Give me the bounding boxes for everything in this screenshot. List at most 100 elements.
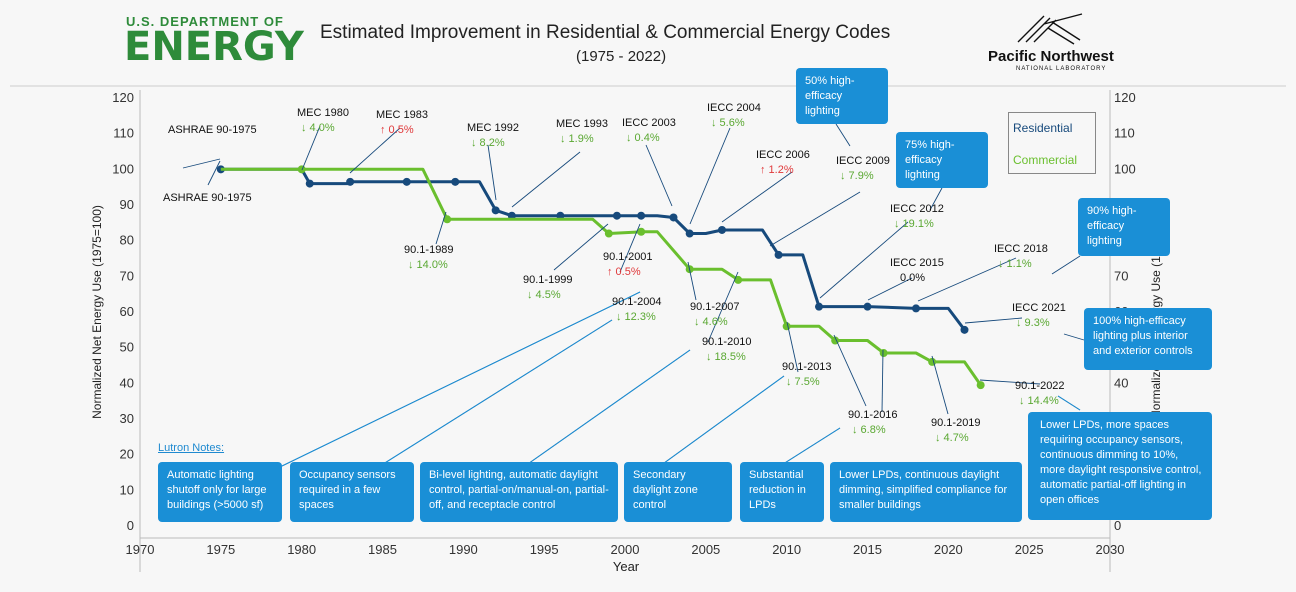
x-tick-label: 2025 bbox=[1015, 542, 1044, 557]
annotation-label: IECC 2003 bbox=[622, 117, 676, 129]
leader-line bbox=[964, 317, 1023, 324]
data-point-residential bbox=[815, 302, 823, 311]
data-point-residential bbox=[774, 250, 783, 259]
annotation-label: IECC 2018 bbox=[994, 243, 1048, 255]
annotation-label: IECC 2015 bbox=[890, 257, 944, 269]
y-tick-label: 30 bbox=[120, 411, 134, 426]
note-occupancy: Occupancy sensors required in a few spac… bbox=[290, 462, 414, 522]
annotation-pct: ↑ 0.5% bbox=[380, 124, 414, 136]
x-tick-label: 2030 bbox=[1096, 542, 1125, 557]
leader-line bbox=[881, 349, 884, 413]
annotation-label: MEC 1993 bbox=[556, 118, 608, 130]
data-point-residential bbox=[556, 211, 565, 220]
annotation-label: MEC 1980 bbox=[297, 107, 349, 119]
leader-line bbox=[867, 277, 913, 301]
x-tick-label: 1975 bbox=[206, 542, 235, 557]
note-arrow bbox=[281, 291, 641, 467]
annotation-label: 90.1-2016 bbox=[848, 409, 898, 421]
leader-line bbox=[435, 211, 447, 245]
data-point-residential bbox=[305, 179, 314, 188]
leader-line bbox=[929, 187, 943, 211]
annotation-label: MEC 1992 bbox=[467, 122, 519, 134]
y-tick-label: 40 bbox=[120, 375, 134, 390]
data-point-residential bbox=[863, 302, 872, 311]
annotation-label: IECC 2012 bbox=[890, 203, 944, 215]
annotation-label: 90.1-2013 bbox=[782, 361, 832, 373]
y-tick-label-right: 40 bbox=[1114, 375, 1128, 390]
annotation-label: 90.1-2004 bbox=[612, 296, 662, 308]
annotation-label: 90.1-2022 bbox=[1015, 380, 1065, 392]
annotation-pct: ↑ 1.2% bbox=[760, 164, 794, 176]
leader-line bbox=[619, 223, 641, 273]
annotation-label: 90.1-2010 bbox=[702, 336, 752, 348]
data-point-commercial bbox=[637, 227, 646, 236]
leader-line bbox=[511, 151, 581, 208]
y-tick-label: 90 bbox=[120, 197, 134, 212]
data-point-commercial bbox=[782, 322, 791, 331]
y-tick-label: 100 bbox=[112, 161, 134, 176]
data-point-commercial bbox=[976, 381, 985, 390]
x-tick-label: 2015 bbox=[853, 542, 882, 557]
leader-line bbox=[917, 257, 1017, 302]
data-point-residential bbox=[718, 225, 726, 234]
y-tick-label: 110 bbox=[113, 126, 134, 141]
x-tick-label: 2000 bbox=[611, 542, 640, 557]
x-axis-title: Year bbox=[613, 559, 640, 574]
leader-line bbox=[707, 271, 739, 343]
leader-line bbox=[687, 261, 697, 301]
annotation-label: IECC 2021 bbox=[1012, 302, 1066, 314]
note-arrow bbox=[779, 427, 841, 467]
note-arrow bbox=[524, 349, 691, 467]
annotation-pct: ↓ 8.2% bbox=[471, 137, 505, 149]
data-point-residential bbox=[491, 206, 500, 215]
data-point-residential bbox=[685, 229, 694, 238]
y-tick-label: 0 bbox=[127, 518, 134, 533]
x-tick-label: 1970 bbox=[126, 542, 155, 557]
annotation-pct: ↓ 4.7% bbox=[935, 432, 969, 444]
y-tick-label: 120 bbox=[112, 90, 134, 105]
x-tick-label: 2020 bbox=[934, 542, 963, 557]
legend: Residential Commercial bbox=[1008, 112, 1096, 174]
y-tick-label: 70 bbox=[120, 268, 134, 283]
callout-90pct: 90% high-efficacy lighting bbox=[1078, 198, 1170, 256]
leader-line bbox=[487, 144, 497, 201]
data-point-commercial bbox=[297, 165, 306, 174]
annotation-pct: ↓ 0.4% bbox=[626, 132, 660, 144]
leader-line bbox=[182, 158, 221, 169]
note-arrow bbox=[1057, 395, 1081, 411]
x-tick-label: 1985 bbox=[368, 542, 397, 557]
leader-line bbox=[721, 171, 793, 223]
annotation-label: 90.1-2019 bbox=[931, 417, 981, 429]
data-point-residential bbox=[612, 211, 621, 220]
x-tick-label: 1995 bbox=[530, 542, 559, 557]
annotation-pct: ↓ 1.9% bbox=[560, 133, 594, 145]
y-tick-label-right: 100 bbox=[1114, 161, 1136, 176]
leader-line bbox=[979, 379, 1041, 385]
leader-line bbox=[301, 125, 321, 171]
annotation-pct: ↓ 1.1% bbox=[998, 258, 1032, 270]
doe-logo: ENERGY bbox=[124, 24, 304, 70]
x-tick-label: 2010 bbox=[772, 542, 801, 557]
leader-line bbox=[833, 334, 867, 407]
legend-commercial: Commercial bbox=[1013, 153, 1078, 167]
data-point-commercial bbox=[604, 229, 613, 238]
data-point-commercial bbox=[928, 357, 937, 366]
note-auto-shutoff: Automatic lighting shutoff only for larg… bbox=[158, 462, 282, 522]
annotation-pct: ↓ 4.6% bbox=[694, 316, 728, 328]
note-arrow bbox=[659, 375, 785, 467]
annotation-pct: ↑ 0.5% bbox=[607, 266, 641, 278]
y-tick-label-right: 0 bbox=[1114, 518, 1121, 533]
annotation-label: IECC 2004 bbox=[707, 102, 761, 114]
y-tick-label-right: 110 bbox=[1114, 126, 1135, 141]
leader-line bbox=[1063, 333, 1085, 341]
y-tick-label: 80 bbox=[120, 233, 134, 248]
leader-line bbox=[819, 221, 909, 299]
callout-100pct: 100% high-efficacy lighting plus interio… bbox=[1084, 308, 1212, 370]
leader-line bbox=[769, 191, 861, 247]
y-tick-label: 50 bbox=[120, 340, 134, 355]
annotation-pct: ↓ 4.0% bbox=[301, 122, 335, 134]
pnnl-logo-icon bbox=[1017, 13, 1083, 45]
data-point-commercial bbox=[734, 275, 743, 284]
leader-line bbox=[1051, 255, 1081, 275]
annotation-label: ASHRAE 90-1975 bbox=[168, 124, 257, 136]
